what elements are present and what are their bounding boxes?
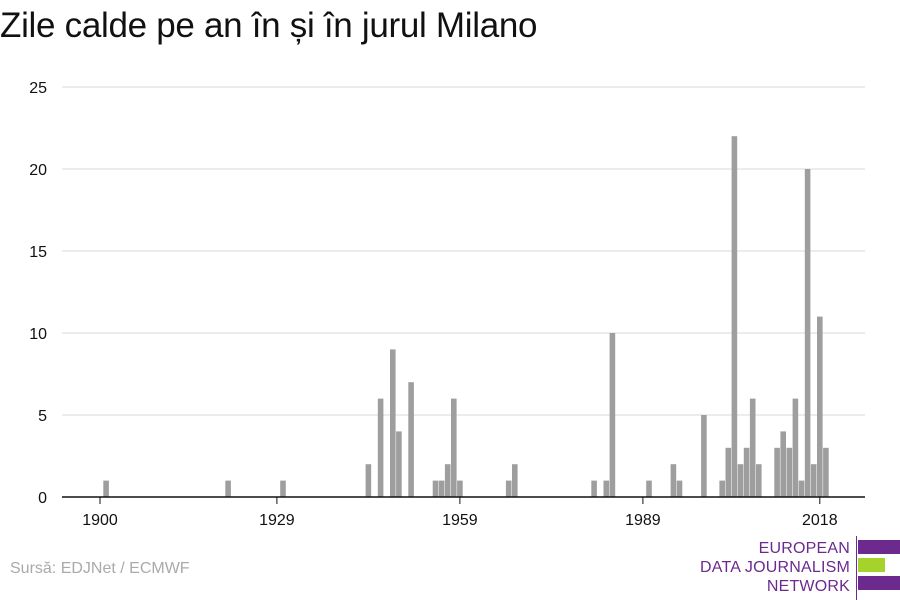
bar xyxy=(670,464,677,497)
y-tick-label: 15 xyxy=(29,244,47,261)
logo-bar-purple-top xyxy=(858,540,900,554)
bar xyxy=(817,316,823,497)
bar xyxy=(103,480,109,497)
logo-divider xyxy=(856,536,857,600)
logo-line-2: DATA JOURNALISM xyxy=(700,559,850,576)
logo-line-3: NETWORK xyxy=(766,578,850,595)
bar xyxy=(756,464,762,497)
x-tick-label: 1959 xyxy=(442,512,478,529)
bar xyxy=(737,464,744,497)
bar xyxy=(512,464,518,497)
bar xyxy=(591,480,597,497)
bar xyxy=(810,464,817,497)
bar xyxy=(225,480,231,497)
bar xyxy=(609,333,616,497)
x-tick-label: 1900 xyxy=(82,512,118,529)
bar xyxy=(280,480,286,497)
y-tick-label: 25 xyxy=(29,80,47,97)
y-tick-label: 0 xyxy=(38,490,47,507)
bar xyxy=(749,398,756,497)
y-tick-label: 5 xyxy=(38,408,47,425)
bar xyxy=(731,136,738,497)
bar-chart: 0 5 10 15 20 25 1900 1929 1959 1989 2018 xyxy=(29,80,865,529)
bar xyxy=(377,398,384,497)
bar xyxy=(505,480,512,497)
logo-text: EUROPEAN DATA JOURNALISM NETWORK xyxy=(700,539,850,596)
bars xyxy=(103,136,829,497)
bar xyxy=(457,480,463,497)
edjnet-logo[interactable]: EUROPEAN DATA JOURNALISM NETWORK xyxy=(700,536,900,600)
bar xyxy=(438,480,445,497)
logo-bar-green xyxy=(858,558,885,572)
bar xyxy=(798,480,805,497)
bar xyxy=(646,480,652,497)
bar xyxy=(676,480,683,497)
grid-lines xyxy=(62,86,865,416)
bar xyxy=(390,349,396,497)
bar xyxy=(719,480,725,497)
x-tick-label: 2018 xyxy=(802,512,838,529)
x-tick-label: 1929 xyxy=(259,512,295,529)
x-tick-label: 1989 xyxy=(625,512,661,529)
bar xyxy=(603,480,610,497)
bar xyxy=(408,382,414,497)
bar xyxy=(432,480,439,497)
y-tick-label: 20 xyxy=(29,162,47,179)
bar xyxy=(823,447,829,497)
logo-line-1: EUROPEAN xyxy=(758,540,850,557)
bar xyxy=(786,447,793,497)
y-tick-label: 10 xyxy=(29,326,47,343)
bar xyxy=(396,431,402,497)
bar xyxy=(792,398,799,497)
chart-title: Zile calde pe an în și în jurul Milano xyxy=(0,6,538,45)
bar xyxy=(365,464,372,497)
logo-bar-purple-bottom xyxy=(858,576,900,590)
bar xyxy=(774,447,780,497)
bar xyxy=(451,398,457,497)
bar xyxy=(804,169,811,497)
bar xyxy=(780,431,786,497)
bar xyxy=(444,464,451,497)
axes: 0 5 10 15 20 25 1900 1929 1959 1989 2018 xyxy=(29,80,865,529)
bar xyxy=(725,447,732,497)
bar xyxy=(701,415,707,497)
source-note: Sursă: EDJNet / ECMWF xyxy=(10,560,190,577)
bar xyxy=(743,447,750,497)
